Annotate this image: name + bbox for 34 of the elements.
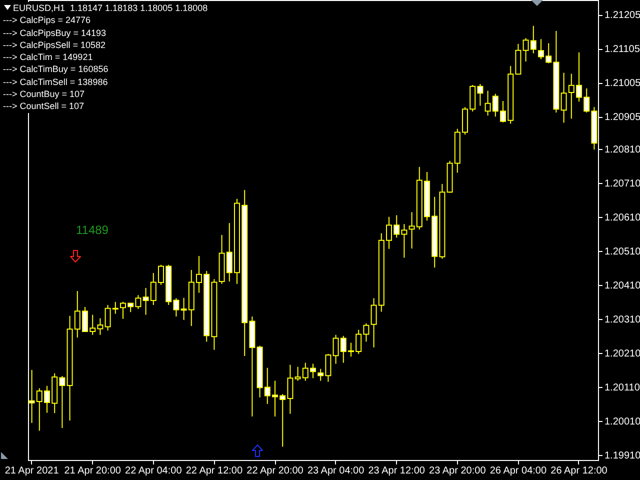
x-tick-label: 22 Apr 12:00 [186,466,243,476]
y-tick-label: 1.21105 [604,44,640,56]
annotation: ---> CalcTimBuy = 160856 [3,64,108,74]
annotation: ---> CountBuy = 107 [3,89,85,100]
x-tick-label: 21 Apr 20:00 [64,466,122,476]
annotation: ---> CalcPipsBuy = 14193 [3,28,106,38]
chart-title: EURUSD,H1 1.18147 1.18183 1.18005 1.18008 [13,3,208,13]
y-tick-label: 1.20905 [604,112,640,124]
y-tick-label: 1.20710 [604,178,640,190]
annotation: ---> CountSell = 107 [3,101,84,112]
x-tick-label: 22 Apr 20:00 [246,466,304,476]
y-tick-label: 1.20810 [604,144,640,156]
y-tick-label: 1.20210 [604,348,640,360]
x-tick-label: 23 Apr 12:00 [368,466,426,476]
annotation: ---> CalcTimSell = 138986 [3,76,108,87]
y-tick-label: 1.21205 [604,10,640,22]
y-tick-label: 1.20010 [604,416,640,428]
annotation: 11489 [76,223,108,237]
y-tick-label: 1.20610 [604,212,640,224]
x-tick-label: 21 Apr 2021 [4,466,60,476]
x-tick-label: 26 Apr 12:00 [550,466,608,476]
annotation: ---> CalcTim = 149921 [3,52,93,62]
y-tick-label: 1.20410 [604,280,640,292]
y-tick-label: 1.21005 [604,78,640,90]
y-tick-label: 1.20110 [604,382,640,394]
x-tick-label: 23 Apr 04:00 [307,466,365,476]
x-tick-label: 22 Apr 04:00 [125,466,182,476]
y-tick-label: 1.20510 [604,246,640,258]
y-tick-label: 1.20310 [604,314,640,326]
x-tick-label: 23 Apr 20:00 [429,466,486,476]
y-tick-label: 1.19910 [604,450,640,462]
x-tick-label: 26 Apr 04:00 [490,466,547,476]
annotation: ---> CalcPips = 24776 [3,15,91,26]
annotation: ---> CalcPipsSell = 10582 [3,40,106,50]
